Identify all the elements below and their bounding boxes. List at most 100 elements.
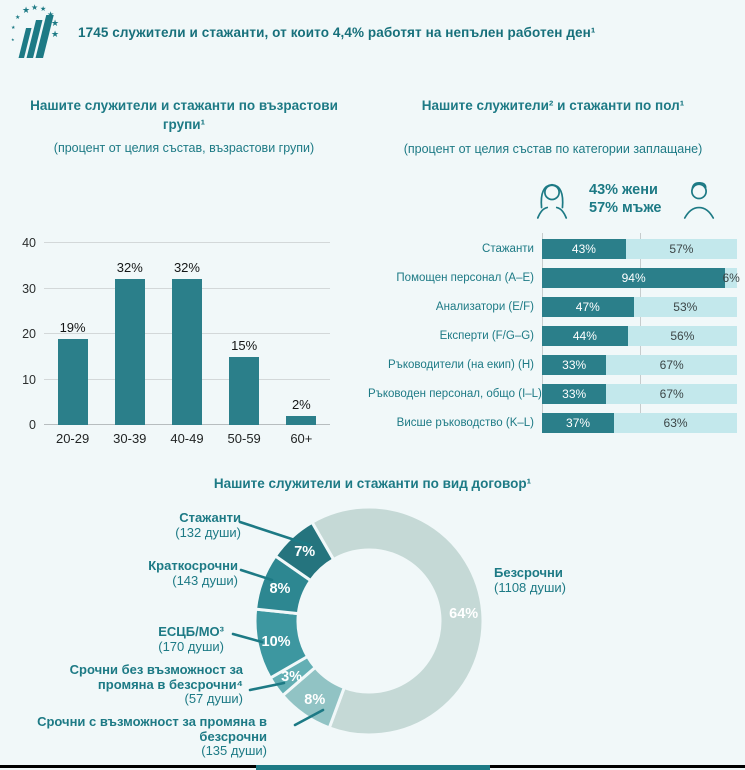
- donut-slice: [273, 520, 336, 583]
- contract-chart-title: Нашите служители и стажанти по вид догов…: [213, 476, 532, 491]
- gender-row: Стажанти 43% 57%: [368, 239, 738, 259]
- gender-row: Експерти (F/G–G) 44% 56%: [368, 326, 738, 346]
- women-segment: 94%: [542, 268, 726, 288]
- age-x-label: 40-49: [170, 431, 204, 446]
- age-x-label: 20-29: [55, 431, 90, 446]
- y-tick-label: 10: [22, 372, 36, 387]
- age-bar-value: 32%: [173, 260, 200, 276]
- donut-label: Краткосрочни (143 души): [108, 558, 238, 588]
- age-bar-value: 2%: [291, 396, 311, 412]
- svg-text:★: ★: [47, 10, 54, 19]
- gender-row: Помощен персонал (A–E) 94% 6%: [368, 268, 740, 288]
- age-chart: Нашите служители и стажанти по възрастов…: [8, 86, 360, 446]
- gender-summary-men: 57% мъже: [589, 200, 662, 216]
- svg-text:★: ★: [15, 14, 20, 21]
- women-pct-label: 37%: [566, 416, 591, 430]
- svg-text:★: ★: [31, 4, 38, 12]
- women-segment: 43%: [542, 239, 626, 259]
- age-chart-subtitle: (процент от целия състав, възрастови гру…: [53, 141, 315, 155]
- women-pct-label: 43%: [571, 242, 596, 256]
- logo-stars: ★ ★ ★ ★ ★ ★ ★ ★ ★: [11, 4, 59, 42]
- gender-row: Висше ръководство (K–L) 37% 63%: [368, 413, 738, 433]
- gender-row: Ръководен персонал, общо (I–L) 33% 67%: [368, 384, 738, 404]
- gender-summary-women: 43% жени: [589, 182, 658, 198]
- age-x-label: 50-59: [227, 431, 261, 446]
- gender-chart-subtitle: (процент от целия състав по категории за…: [403, 142, 703, 156]
- donut-label-count: (1108 души): [494, 579, 567, 595]
- gender-row: Анализатори (E/F) 47% 53%: [368, 297, 738, 317]
- age-chart-title: Нашите служители и стажанти по възрастов…: [30, 98, 338, 132]
- women-segment: 44%: [542, 326, 628, 346]
- donut-label-count: (143 души): [172, 572, 238, 588]
- men-pct-label: 67%: [659, 387, 684, 401]
- gender-row-label: Експерти (F/G–G): [439, 330, 534, 342]
- donut-label-name: Срочни с възможност за промяна в безсроч…: [37, 714, 267, 744]
- donut-pct-label: 8%: [269, 581, 290, 597]
- men-segment: 6%: [722, 268, 740, 288]
- gender-row-label: Ръководен персонал, общо (I–L): [368, 388, 542, 400]
- donut-pct-label: 3%: [281, 669, 302, 685]
- women-pct-label: 44%: [572, 329, 597, 343]
- men-segment: 57%: [625, 239, 737, 259]
- age-bar: 19%: [57, 320, 88, 425]
- y-tick-label: 0: [29, 418, 36, 432]
- header: ★ ★ ★ ★ ★ ★ ★ ★ ★ 1745 служители и стажа…: [10, 4, 596, 60]
- men-pct-label: 63%: [663, 416, 688, 430]
- donut-connector-line: [238, 520, 312, 547]
- gender-chart-title: Нашите служители² и стажанти по пол¹: [421, 98, 685, 113]
- gender-row-label: Ръководители (на екип) (H): [388, 359, 534, 371]
- gender-chart: Нашите служители² и стажанти по пол¹ (пр…: [368, 86, 740, 442]
- donut-slice: [309, 505, 485, 737]
- svg-text:★: ★: [22, 5, 30, 15]
- contract-chart: Нашите служители и стажанти по вид догов…: [0, 460, 745, 762]
- header-title: 1745 служители и стажанти, от които 4,4%…: [78, 24, 596, 40]
- donut-connector-line: [239, 568, 274, 582]
- donut-label: ЕСЦБ/МО³ (170 души): [114, 624, 224, 654]
- women-pct-label: 33%: [562, 358, 587, 372]
- donut-connector-line: [231, 632, 264, 644]
- donut-label-count: (135 души): [201, 743, 267, 758]
- age-bar-value: 15%: [231, 337, 258, 353]
- gender-row-label: Стажанти: [482, 243, 534, 255]
- women-segment: 33%: [542, 355, 607, 375]
- men-pct-label: 56%: [670, 329, 695, 343]
- man-icon: [683, 181, 714, 219]
- women-pct-label: 94%: [621, 271, 646, 285]
- age-x-label: 30-39: [113, 431, 147, 446]
- men-pct-label: 53%: [673, 300, 698, 314]
- y-tick-label: 40: [22, 236, 36, 250]
- men-segment: 53%: [633, 297, 737, 317]
- contract-donut: 64%8%3%10%8%7%: [231, 505, 485, 737]
- svg-text:★: ★: [11, 25, 16, 31]
- donut-label: Стажанти (132 души): [131, 510, 241, 540]
- y-tick-label: 30: [22, 281, 36, 296]
- gender-row: Ръководители (на екип) (H) 33% 67%: [368, 355, 738, 375]
- donut-connector-line: [248, 681, 286, 692]
- men-pct-label: 6%: [722, 271, 740, 285]
- svg-text:★: ★: [40, 5, 46, 13]
- donut-pct-label: 64%: [449, 606, 478, 622]
- men-pct-label: 67%: [659, 358, 684, 372]
- women-pct-label: 47%: [575, 300, 600, 314]
- age-bar-chart: 0 10 20 30 40 19% 32% 32% 15% 2% 20-29 30-39 40-49 5…: [22, 236, 330, 446]
- woman-icon: [536, 183, 568, 219]
- age-x-label: 60+: [290, 431, 313, 446]
- men-segment: 67%: [606, 355, 737, 375]
- svg-text:★: ★: [51, 29, 59, 39]
- donut-connector-line: [293, 708, 325, 727]
- donut-pct-label: 10%: [262, 634, 291, 650]
- donut-label-name: ЕСЦБ/МО³: [158, 624, 224, 639]
- age-bar-value: 32%: [116, 260, 143, 276]
- donut-label-name: Безсрочни: [494, 565, 563, 580]
- men-segment: 63%: [614, 413, 737, 433]
- women-pct-label: 33%: [562, 387, 587, 401]
- ecb-logo: ★ ★ ★ ★ ★ ★ ★ ★ ★: [11, 4, 59, 58]
- women-segment: 47%: [542, 297, 634, 317]
- age-bar-value: 19%: [59, 319, 86, 335]
- svg-text:★: ★: [11, 37, 15, 42]
- donut-pct-label: 7%: [294, 544, 315, 560]
- gender-row-label: Висше ръководство (K–L): [396, 417, 534, 429]
- donut-label-count: (57 души): [184, 691, 243, 706]
- donut-label-name: Стажанти: [179, 510, 241, 525]
